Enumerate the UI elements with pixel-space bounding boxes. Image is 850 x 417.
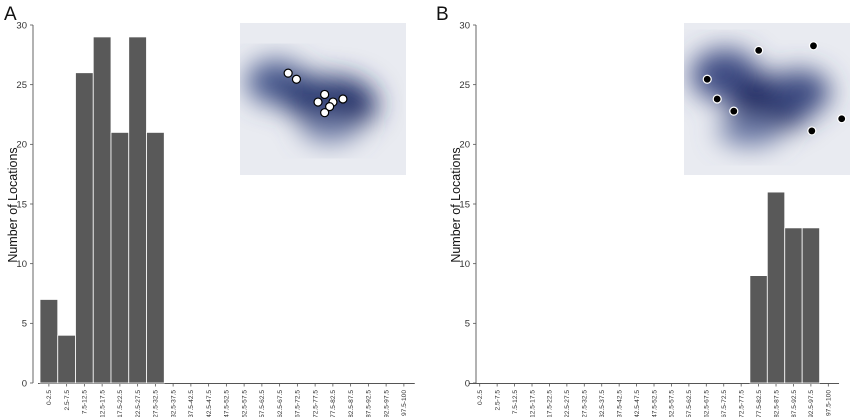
axes-a — [30, 24, 415, 387]
x-tick-label: 72.5-77.5 — [738, 390, 745, 417]
x-tick-label: 87.5-92.5 — [366, 390, 373, 417]
y-tick-label: 25 — [16, 80, 27, 91]
inset-density-map-a — [240, 23, 406, 175]
x-tick-label: 82.5-87.5 — [348, 390, 355, 417]
y-tick-label: 30 — [459, 20, 470, 31]
y-tick-label: 10 — [16, 259, 27, 270]
x-tick-label: 97.5-100 — [826, 390, 833, 416]
location-point — [807, 126, 817, 136]
x-tick-label: 67.5-72.5 — [295, 390, 302, 417]
x-tick-label: 97.5-100 — [401, 390, 408, 416]
inset-density-map-b — [684, 23, 850, 175]
x-tick-label: 77.5-82.5 — [330, 390, 337, 417]
location-point — [320, 108, 330, 118]
tick-labels-b: 0 5 10 15 20 25 30 0-2.5 2.5-7.5 7.5-12.5 12.5-17.… — [459, 20, 832, 417]
x-tick-label: 2.5-7.5 — [494, 390, 501, 411]
x-tick-label: 7.5-12.5 — [512, 390, 519, 415]
location-point — [754, 45, 764, 55]
x-tick-label: 7.5-12.5 — [82, 390, 89, 415]
x-tick-label: 92.5-97.5 — [383, 390, 390, 417]
tick-labels-a: 0 5 10 15 20 25 30 0-2.5 2.5-7.5 7.5-12.5 12.5-17.… — [16, 20, 408, 417]
x-tick-label: 47.5-52.5 — [224, 390, 231, 417]
x-tick-label: 42.5-47.5 — [206, 390, 213, 417]
bar-92.5-97.5 — [801, 227, 820, 384]
bar-2.5-7.5 — [57, 334, 76, 384]
x-tick-label: 72.5-77.5 — [312, 390, 319, 417]
bar-27.5-32.5 — [146, 131, 165, 384]
bar-12.5-17.5 — [92, 36, 112, 384]
x-tick-label: 82.5-87.5 — [773, 390, 780, 417]
bar-7.5-12.5 — [75, 72, 94, 384]
location-point — [712, 94, 722, 104]
panel-a: A Number of Locations 0 5 10 15 20 25 30 0-2.5 2… — [4, 4, 415, 417]
x-tick-label: 22.5-27.5 — [564, 390, 571, 417]
x-tick-label: 17.5-22.5 — [547, 390, 554, 417]
location-point — [338, 94, 348, 104]
location-point — [729, 106, 739, 116]
location-point — [291, 74, 302, 84]
x-tick-label: 17.5-22.5 — [117, 390, 124, 417]
y-tick-label: 25 — [459, 80, 470, 91]
x-tick-label: 57.5-62.5 — [259, 390, 266, 417]
bar-77.5-82.5 — [749, 275, 768, 384]
y-axis-label-a: Number of Locations — [6, 147, 20, 262]
x-tick-label: 27.5-32.5 — [153, 390, 160, 417]
panel-b: B Number of Locations 0 5 10 15 20 25 30 0-2.5 2… — [436, 4, 850, 417]
x-tick-label: 2.5-7.5 — [64, 390, 71, 411]
bars-a — [39, 36, 165, 384]
x-tick-label: 0-2.5 — [477, 390, 484, 405]
location-point — [702, 74, 712, 84]
x-tick-label: 62.5-67.5 — [704, 390, 711, 417]
x-tick-label: 52.5-57.5 — [669, 390, 676, 417]
x-tick-label: 67.5-72.5 — [721, 390, 728, 417]
location-point — [313, 97, 323, 107]
x-tick-label: 22.5-27.5 — [135, 390, 142, 417]
x-tick-label: 27.5-32.5 — [582, 390, 589, 417]
location-point — [837, 114, 847, 124]
x-tick-label: 0-2.5 — [46, 390, 53, 405]
inset-points-a — [283, 68, 348, 118]
x-tick-label: 37.5-42.5 — [616, 390, 623, 417]
y-tick-label: 0 — [22, 378, 27, 389]
y-tick-label: 0 — [465, 378, 470, 389]
x-tick-label: 32.5-37.5 — [170, 390, 177, 417]
density-blob-b — [691, 49, 830, 146]
bar-22.5-27.5 — [128, 36, 147, 384]
location-point — [283, 68, 293, 78]
bar-0-2.5 — [39, 299, 59, 384]
x-tick-label: 87.5-92.5 — [791, 390, 798, 417]
x-tick-label: 37.5-42.5 — [188, 390, 195, 417]
x-tick-label: 12.5-17.5 — [99, 390, 106, 417]
y-tick-label: 30 — [16, 20, 27, 31]
panel-letter-b: B — [436, 4, 449, 25]
y-tick-label: 20 — [16, 140, 27, 151]
x-tick-label: 77.5-82.5 — [756, 390, 763, 417]
y-tick-label: 5 — [22, 319, 27, 330]
y-tick-label: 10 — [459, 259, 470, 270]
axes-b — [469, 24, 840, 387]
y-tick-label: 15 — [16, 199, 27, 210]
x-tick-label: 92.5-97.5 — [808, 390, 815, 417]
location-point — [325, 101, 335, 112]
panel-letter-a: A — [4, 4, 17, 25]
bars-b — [749, 191, 820, 384]
x-tick-label: 12.5-17.5 — [529, 390, 536, 417]
x-tick-label: 42.5-47.5 — [634, 390, 641, 417]
bar-82.5-87.5 — [766, 191, 786, 384]
x-tick-label: 32.5-37.5 — [599, 390, 606, 417]
x-tick-label: 57.5-62.5 — [686, 390, 693, 417]
y-tick-label: 5 — [465, 319, 470, 330]
x-tick-label: 47.5-52.5 — [651, 390, 658, 417]
bar-87.5-92.5 — [784, 227, 803, 384]
bar-17.5-22.5 — [110, 131, 130, 384]
inset-points-b — [702, 41, 847, 136]
location-point — [808, 41, 819, 51]
y-tick-label: 20 — [459, 140, 470, 151]
x-tick-label: 52.5-57.5 — [241, 390, 248, 417]
x-tick-label: 62.5-67.5 — [277, 390, 284, 417]
y-tick-label: 15 — [459, 199, 470, 210]
y-axis-label-b: Number of Locations — [449, 147, 463, 262]
location-point — [320, 89, 330, 100]
